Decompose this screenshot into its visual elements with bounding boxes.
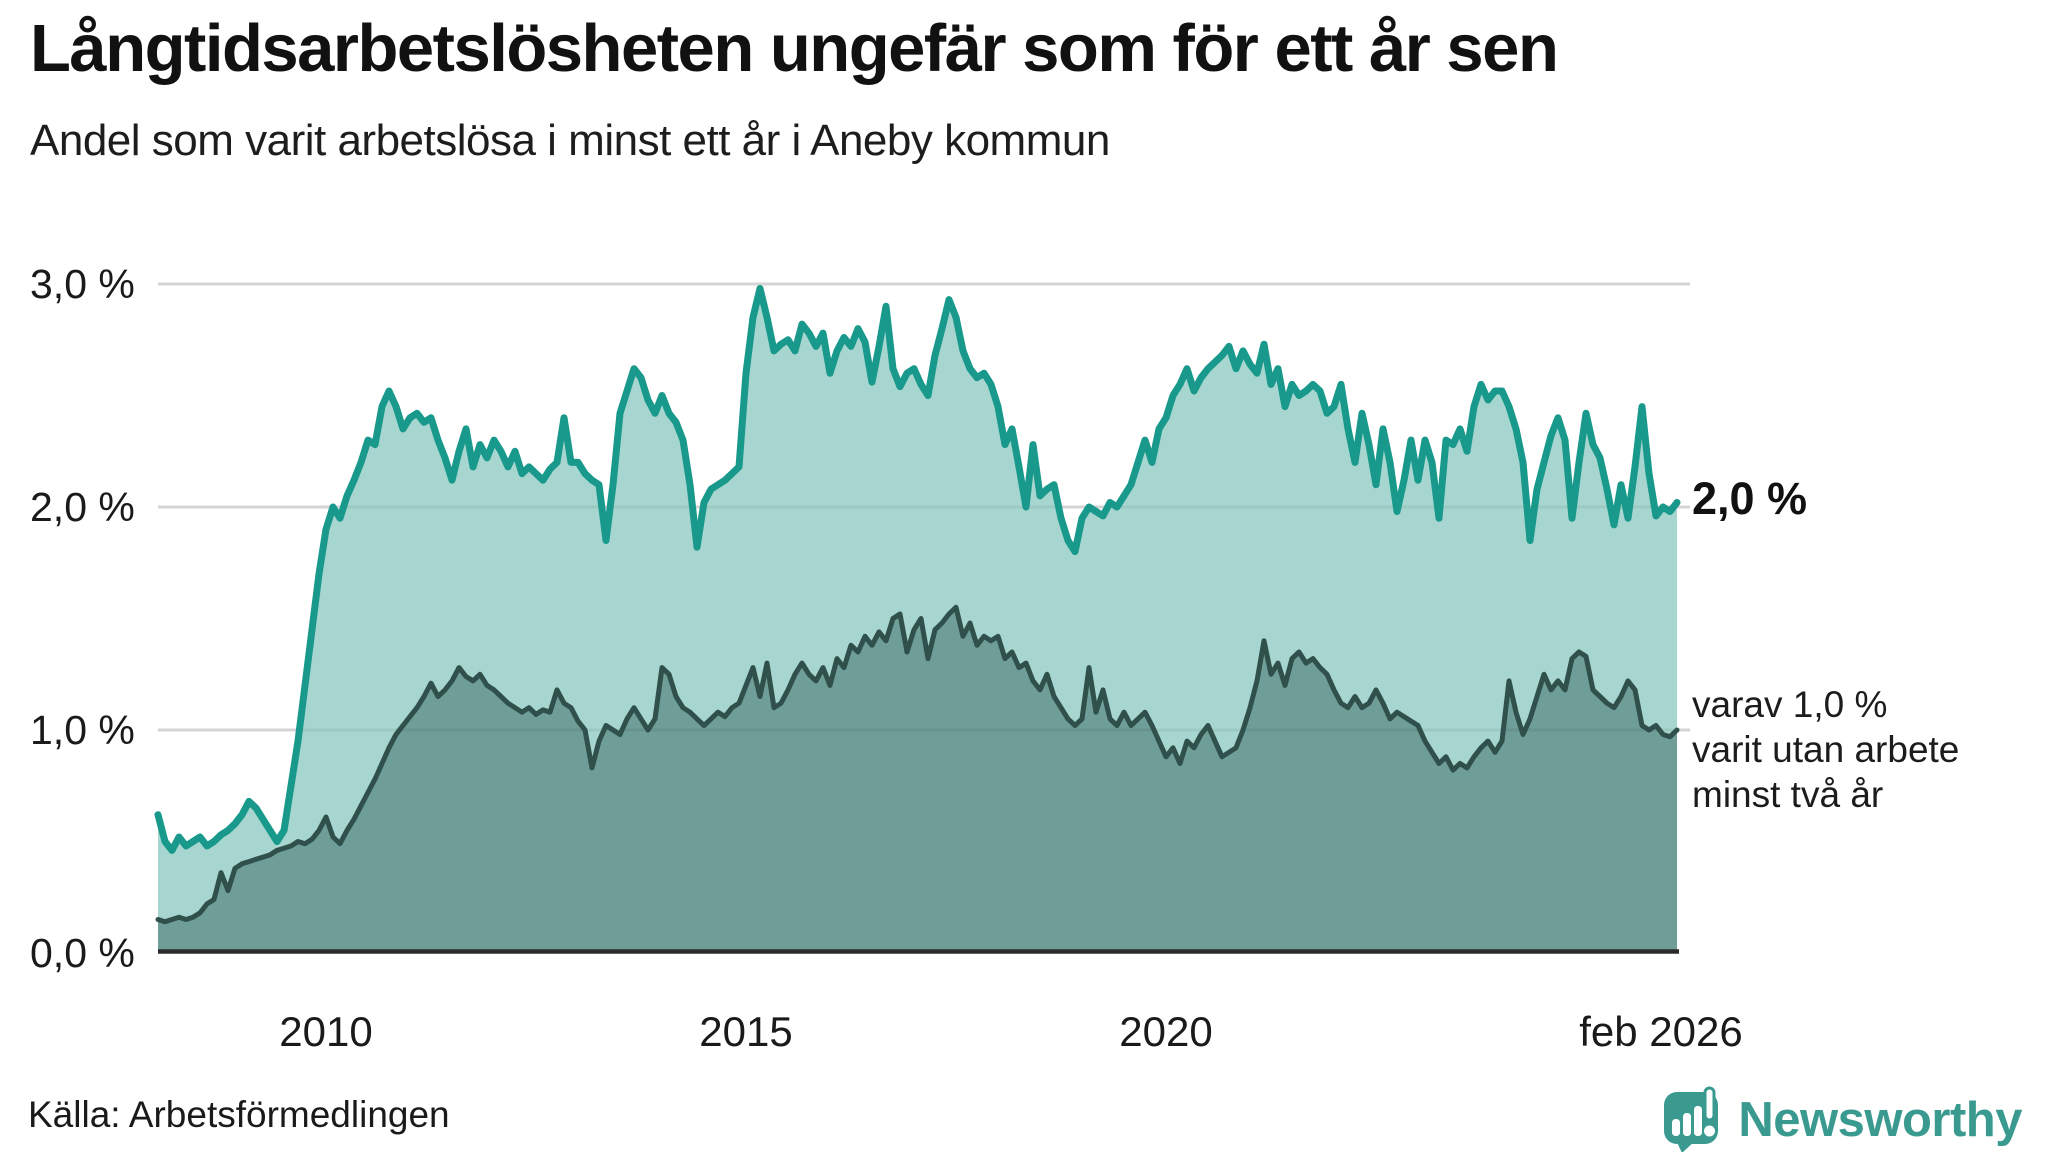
latest-value-label: 2,0 % [1692, 472, 1808, 524]
page-title: Långtidsarbetslösheten ungefär som för e… [30, 11, 1559, 86]
x-tick-label: 2020 [1119, 1008, 1213, 1055]
subset-annotation-line2: varit utan arbete [1692, 729, 1960, 770]
source-note: Källa: Arbetsförmedlingen [28, 1094, 450, 1135]
subset-annotation: varav 1,0 % varit utan arbete minst två … [1692, 682, 1959, 817]
newsworthy-icon [1664, 1086, 1719, 1152]
subset-annotation-line3: minst två år [1692, 774, 1884, 815]
subset-annotation-line1: varav 1,0 % [1692, 684, 1888, 725]
brand-name: Newsworthy [1738, 1093, 2022, 1147]
total-line [154, 285, 1681, 854]
x-tick-label: feb 2026 [1579, 1008, 1743, 1055]
page-subtitle: Andel som varit arbetslösa i minst ett å… [30, 116, 1110, 165]
y-tick-label: 2,0 % [30, 484, 135, 530]
x-tick-label: 2010 [279, 1008, 373, 1055]
x-tick-label: 2015 [699, 1008, 793, 1055]
y-tick-label: 3,0 % [30, 261, 135, 307]
y-tick-label: 0,0 % [30, 930, 135, 976]
brand-logo: Newsworthy [1662, 1086, 2022, 1152]
two-year-line [155, 604, 1680, 925]
y-tick-label: 1,0 % [30, 707, 135, 753]
two-year-area-fill [158, 607, 1677, 953]
